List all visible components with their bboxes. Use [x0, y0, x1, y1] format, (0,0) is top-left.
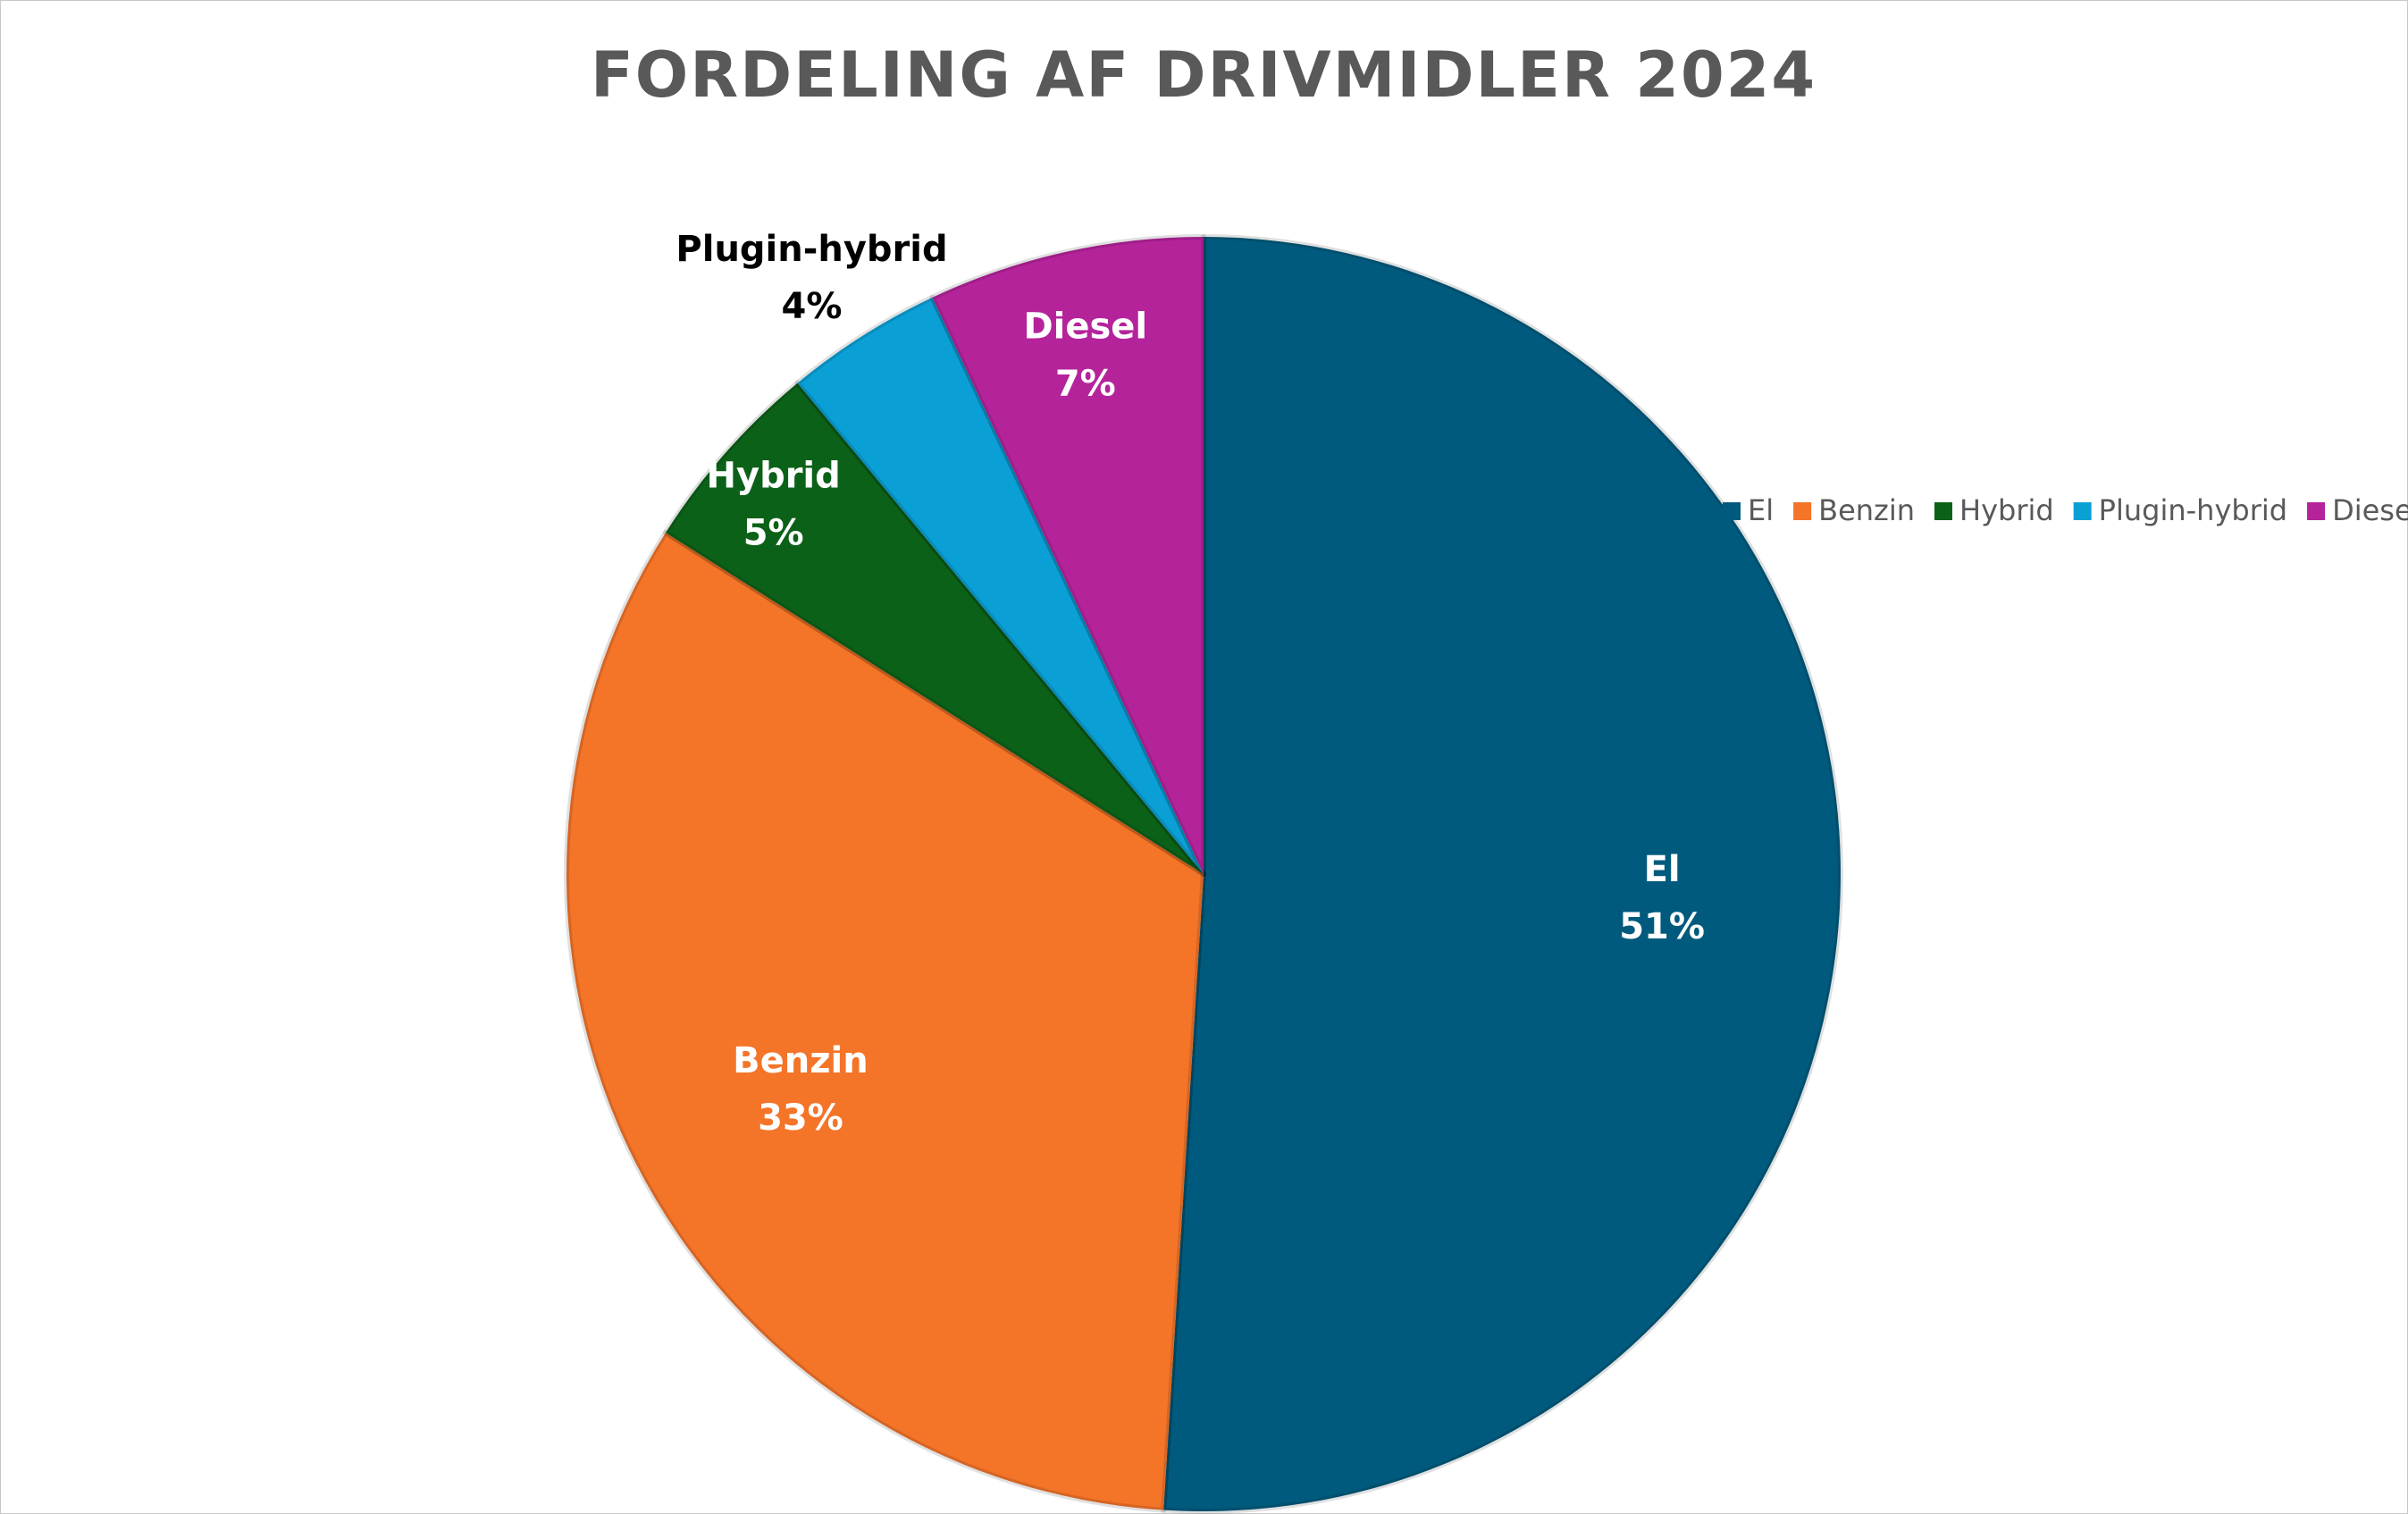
pie-slice-hybrid [662, 380, 1206, 877]
legend-label-plugin-hybrid: Plugin-hybrid [2099, 493, 2287, 527]
legend: El Benzin Hybrid Plugin-hybrid Diesel [1723, 493, 2408, 527]
pie-slice-el [1161, 234, 1843, 1514]
legend-label-el: El [1748, 493, 1774, 527]
legend-swatch-plugin-hybrid [2073, 502, 2092, 520]
pie-slice-plugin-hybrid [794, 294, 1206, 877]
legend-label-hybrid: Hybrid [1959, 493, 2054, 527]
data-label-category: Benzin [733, 1040, 868, 1081]
pie-slice-diesel [929, 234, 1206, 877]
legend-label-benzin: Benzin [1818, 493, 1915, 527]
data-label-percent: 7% [1055, 364, 1116, 405]
legend-swatch-benzin [1793, 502, 1812, 520]
data-label-percent: 51% [1619, 906, 1705, 947]
pie-slice-benzin [564, 529, 1206, 1513]
data-labels: El 51% Benzin 33% Hybrid 5% Plugin-hybrid 4% Die… [675, 229, 1705, 1139]
data-label-el: El 51% [1619, 849, 1705, 947]
legend-label-diesel: Diesel [2332, 493, 2408, 527]
legend-swatch-hybrid [1934, 502, 1952, 520]
data-label-category: Diesel [1023, 307, 1147, 348]
pie-slices [564, 234, 1843, 1514]
data-label-diesel: Diesel 7% [1023, 307, 1147, 405]
data-label-benzin: Benzin 33% [733, 1040, 868, 1139]
data-label-hybrid: Hybrid 5% [707, 456, 841, 554]
data-label-percent: 5% [743, 513, 804, 554]
data-label-category: El [1644, 849, 1681, 890]
chart-title: FORDELING AF DRIVMIDLER 2024 [591, 38, 1816, 112]
legend-swatch-el [1723, 502, 1741, 520]
data-label-percent: 4% [782, 286, 843, 327]
legend-swatch-diesel [2307, 502, 2326, 520]
data-label-plugin-hybrid: Plugin-hybrid 4% [675, 229, 947, 327]
data-label-category: Hybrid [707, 456, 841, 497]
data-label-category: Plugin-hybrid [675, 229, 947, 270]
data-label-percent: 33% [758, 1098, 843, 1139]
